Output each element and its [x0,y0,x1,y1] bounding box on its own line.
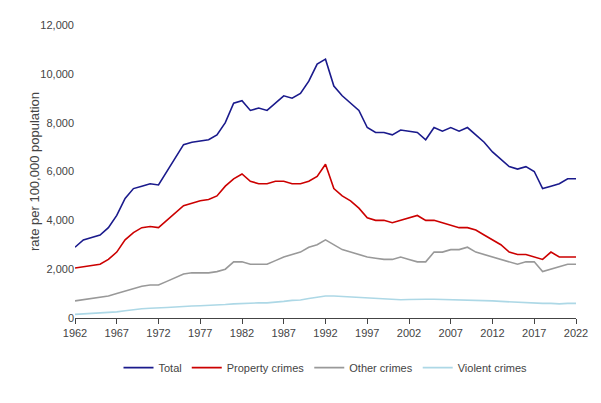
svg-text:2017: 2017 [522,327,546,339]
svg-text:1997: 1997 [355,327,379,339]
svg-text:0: 0 [68,312,74,324]
svg-text:2012: 2012 [480,327,504,339]
svg-text:2022: 2022 [564,327,588,339]
svg-text:1987: 1987 [272,327,296,339]
svg-text:1982: 1982 [230,327,254,339]
svg-text:8,000: 8,000 [46,117,74,129]
svg-text:2002: 2002 [397,327,421,339]
svg-text:1992: 1992 [313,327,337,339]
svg-text:Total: Total [159,362,182,374]
svg-text:Violent crimes: Violent crimes [458,362,527,374]
svg-text:Property crimes: Property crimes [227,362,305,374]
svg-text:Other crimes: Other crimes [349,362,412,374]
svg-text:10,000: 10,000 [40,68,74,80]
svg-text:4,000: 4,000 [46,214,74,226]
svg-text:1967: 1967 [105,327,129,339]
svg-text:rate per 100,000 population: rate per 100,000 population [27,92,42,251]
svg-text:1962: 1962 [63,327,87,339]
svg-text:6,000: 6,000 [46,165,74,177]
svg-text:12,000: 12,000 [40,19,74,31]
svg-text:1977: 1977 [188,327,212,339]
svg-text:2007: 2007 [439,327,463,339]
svg-text:1972: 1972 [146,327,170,339]
svg-text:2,000: 2,000 [46,263,74,275]
